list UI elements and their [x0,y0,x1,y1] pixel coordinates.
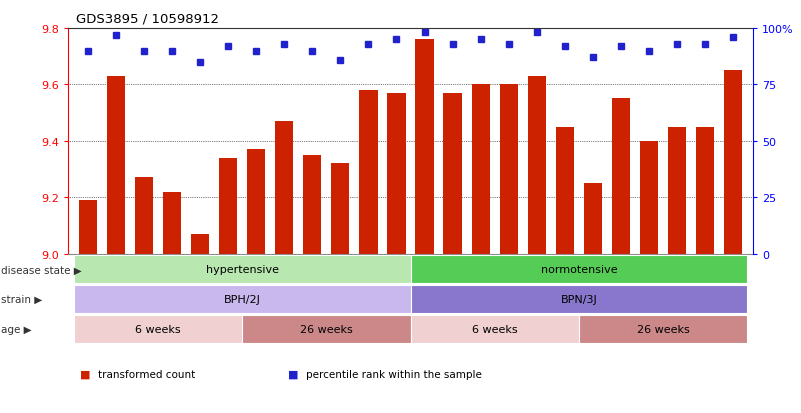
Text: 6 weeks: 6 weeks [135,324,181,334]
Bar [303,156,321,254]
Text: 6 weeks: 6 weeks [472,324,517,334]
Bar [219,158,237,254]
Bar [78,201,97,254]
Text: normotensive: normotensive [541,265,618,275]
Bar [388,94,405,254]
Bar [668,127,686,254]
Text: ■: ■ [288,369,299,379]
Text: BPN/3J: BPN/3J [561,294,598,304]
Text: strain ▶: strain ▶ [1,294,42,304]
Bar [640,141,658,254]
Bar [556,127,574,254]
Text: BPH/2J: BPH/2J [223,294,260,304]
Bar [416,40,433,254]
Text: hypertensive: hypertensive [206,265,279,275]
Bar [612,99,630,254]
Bar [696,127,714,254]
Bar [191,234,209,254]
Text: age ▶: age ▶ [1,324,31,334]
Bar [444,94,461,254]
Text: disease state ▶: disease state ▶ [1,265,82,275]
Bar [332,164,349,254]
Bar [584,184,602,254]
Bar [528,77,546,254]
Bar [472,85,489,254]
Text: ■: ■ [80,369,91,379]
Text: 26 weeks: 26 weeks [637,324,690,334]
Bar [360,91,377,254]
Text: percentile rank within the sample: percentile rank within the sample [306,369,482,379]
Bar [500,85,518,254]
Bar [275,122,293,254]
Bar [135,178,153,254]
Text: GDS3895 / 10598912: GDS3895 / 10598912 [76,12,219,25]
Text: transformed count: transformed count [98,369,195,379]
Text: 26 weeks: 26 weeks [300,324,352,334]
Bar [163,192,181,254]
Bar [107,77,125,254]
Bar [724,71,743,254]
Bar [247,150,265,254]
